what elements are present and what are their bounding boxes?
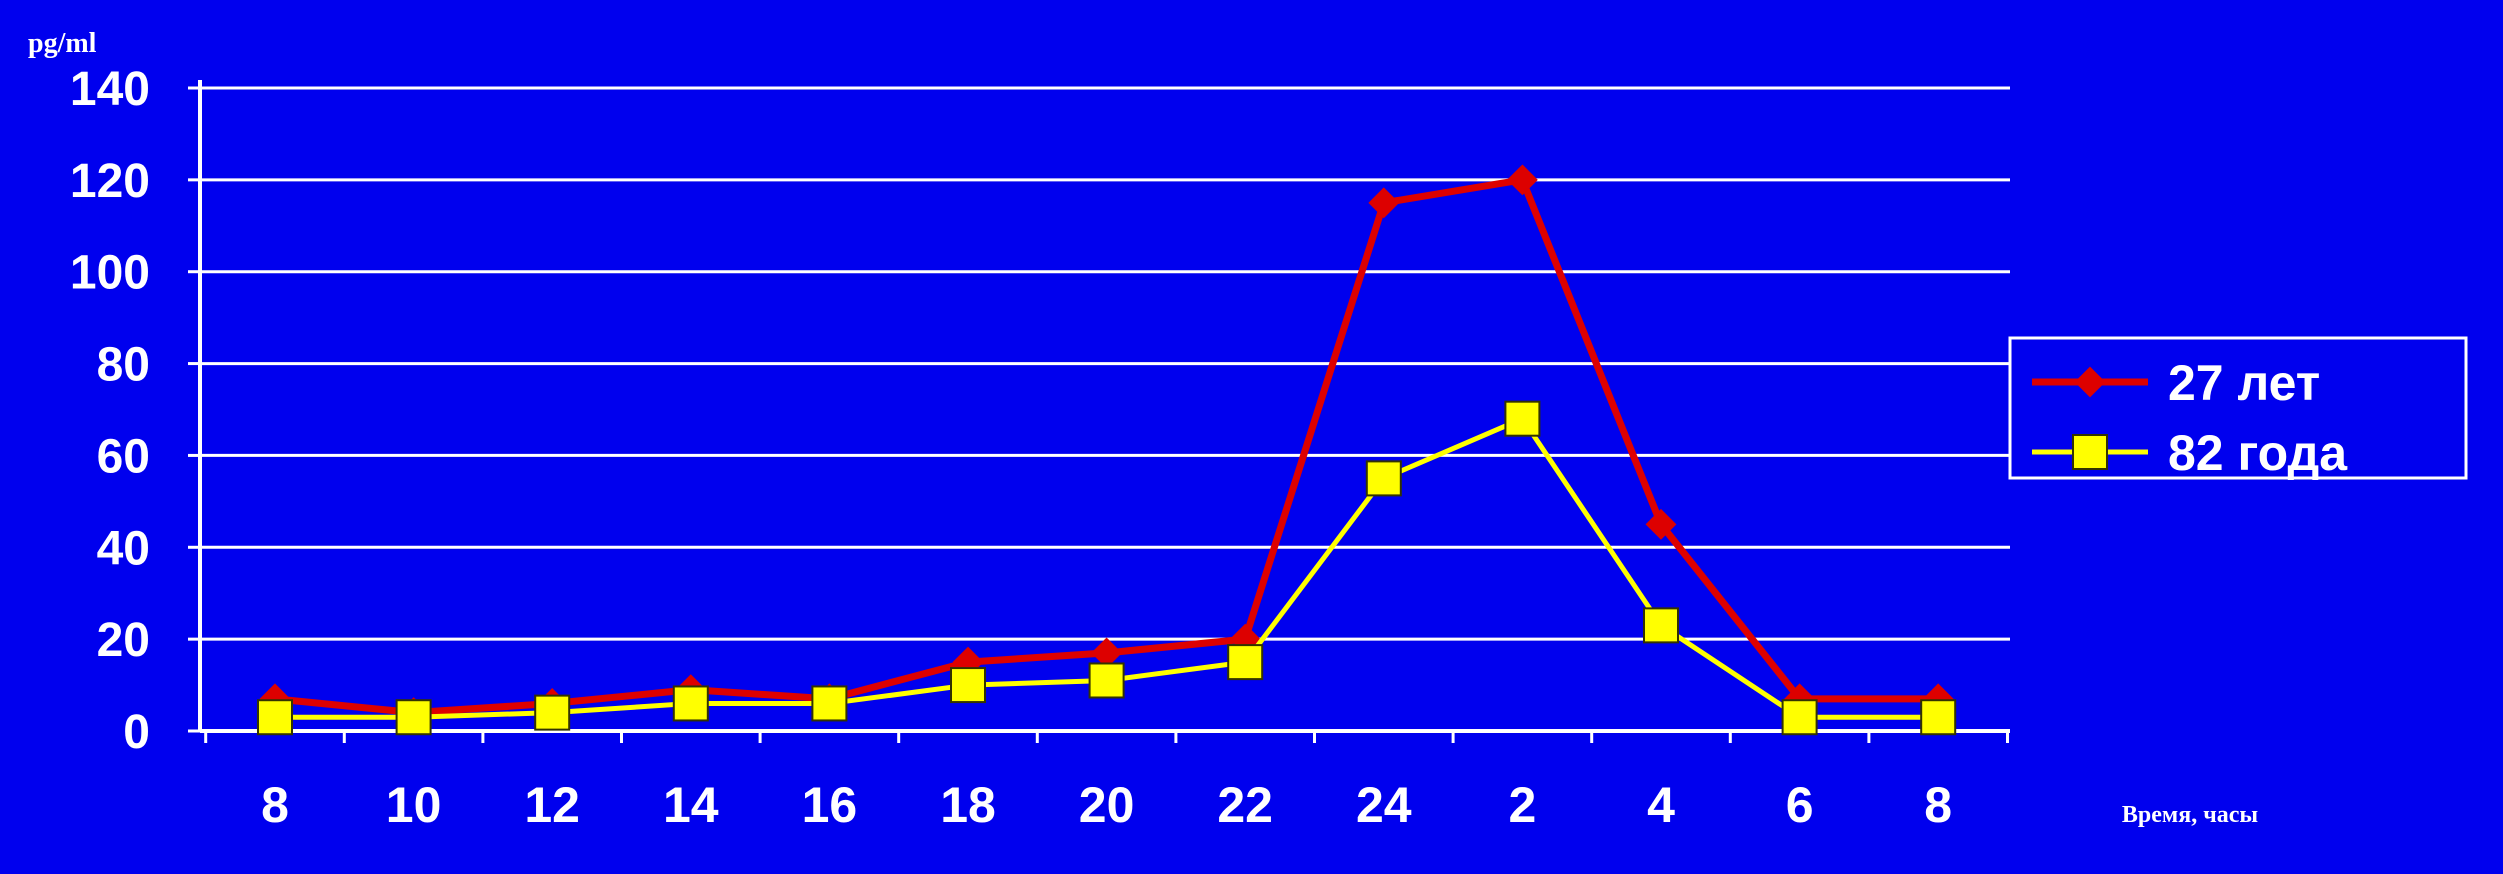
data-point (1368, 187, 1400, 219)
y-tick-label: 60 (97, 430, 150, 483)
x-tick-label: 8 (1924, 777, 1952, 833)
data-point (1504, 400, 1541, 437)
x-axis-label: Время, часы (2122, 802, 2259, 828)
data-point (1781, 699, 1818, 736)
series-line (274, 176, 1939, 717)
data-point (1088, 662, 1125, 699)
data-point (950, 667, 986, 704)
legend: 27 лет 82 года (2008, 336, 2468, 481)
data-point (1643, 607, 1679, 644)
y-tick-label: 140 (70, 63, 150, 116)
legend-label: 27 лет (2168, 355, 2320, 411)
series-0 (259, 164, 1954, 729)
data-point (672, 685, 709, 722)
y-axis-label: pg/ml (28, 28, 97, 59)
x-tick-label: 8 (261, 777, 289, 833)
legend-marker (2072, 434, 2108, 470)
axis-layer (188, 80, 2010, 743)
data-point (1365, 460, 1402, 497)
legend-marker (2074, 366, 2106, 398)
y-tick-label: 0 (123, 706, 150, 759)
data-point (257, 699, 293, 736)
y-tick-label: 100 (70, 247, 150, 300)
x-tick-label: 20 (1079, 777, 1135, 833)
data-point (811, 685, 848, 722)
x-tick-label: 6 (1786, 777, 1814, 833)
x-tick-label: 22 (1217, 777, 1273, 833)
y-tick-label: 20 (97, 614, 150, 667)
data-point (534, 694, 571, 731)
x-tick-label: 12 (524, 777, 580, 833)
x-tick-label: 10 (386, 777, 442, 833)
series-layer (257, 164, 1957, 736)
grid-layer (200, 86, 2010, 641)
legend-label: 82 года (2168, 425, 2348, 481)
x-tick-label: 14 (663, 777, 719, 833)
series-1 (257, 400, 1957, 736)
data-point (1506, 164, 1538, 196)
data-point (1645, 508, 1677, 540)
data-point (395, 699, 432, 736)
x-tick-label: 16 (802, 777, 858, 833)
data-point (1920, 699, 1957, 736)
y-tick-label: 80 (97, 339, 150, 392)
y-tick-label: 120 (70, 155, 150, 208)
x-tick-label: 18 (940, 777, 996, 833)
data-point (1227, 644, 1264, 681)
x-tick-label: 2 (1508, 777, 1536, 833)
legend-box (2008, 336, 2468, 480)
x-tick-label: 24 (1356, 777, 1412, 833)
x-tick-label: 4 (1647, 777, 1675, 833)
y-tick-label: 40 (97, 522, 150, 575)
